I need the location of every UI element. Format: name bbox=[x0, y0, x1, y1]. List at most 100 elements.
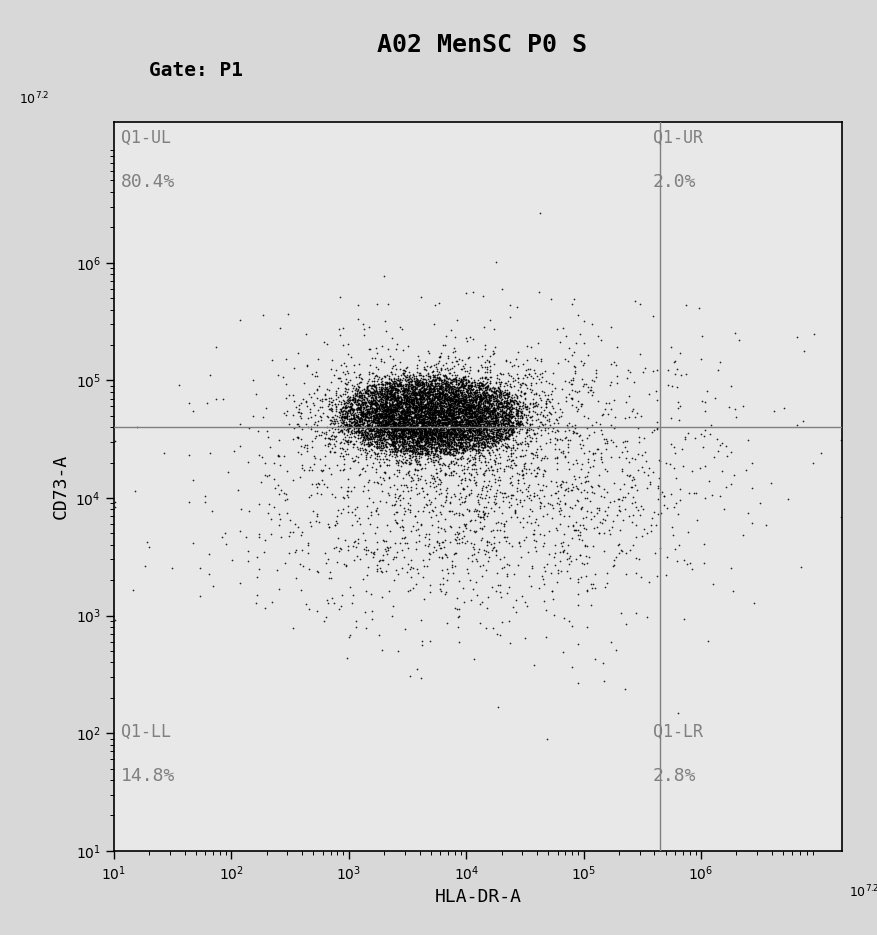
Point bbox=[396, 424, 410, 439]
Point bbox=[499, 394, 513, 409]
Point bbox=[464, 393, 478, 408]
Point bbox=[286, 432, 300, 447]
Point bbox=[421, 399, 435, 414]
Point bbox=[438, 446, 453, 461]
Point bbox=[427, 398, 441, 413]
Point bbox=[473, 392, 487, 407]
Point bbox=[447, 426, 461, 441]
Point bbox=[427, 417, 441, 432]
Point bbox=[496, 420, 510, 435]
Point bbox=[581, 473, 595, 488]
Point bbox=[389, 375, 403, 390]
Point bbox=[451, 417, 465, 432]
Point bbox=[396, 424, 410, 439]
Point bbox=[403, 406, 417, 421]
Point bbox=[436, 441, 450, 456]
Point bbox=[479, 402, 493, 417]
Point bbox=[341, 498, 355, 513]
Point bbox=[428, 434, 442, 449]
Point bbox=[407, 419, 421, 434]
Point bbox=[442, 404, 456, 419]
Point bbox=[487, 401, 501, 416]
Point bbox=[387, 442, 401, 457]
Point bbox=[472, 375, 486, 390]
Point bbox=[391, 407, 405, 422]
Point bbox=[515, 485, 529, 500]
Point bbox=[353, 402, 367, 417]
Point bbox=[358, 409, 372, 424]
Point bbox=[419, 526, 433, 541]
Point bbox=[463, 413, 477, 428]
Point bbox=[485, 467, 499, 482]
Point bbox=[390, 404, 404, 419]
Point bbox=[486, 427, 500, 442]
Point bbox=[354, 436, 368, 451]
Point bbox=[415, 446, 429, 461]
Point bbox=[653, 454, 667, 469]
Point bbox=[357, 415, 371, 430]
Point bbox=[455, 413, 469, 428]
Point bbox=[451, 435, 465, 450]
Point bbox=[370, 500, 384, 515]
Point bbox=[334, 414, 348, 429]
Point bbox=[296, 543, 310, 558]
Point bbox=[433, 346, 447, 361]
Point bbox=[538, 410, 552, 424]
Point bbox=[339, 404, 353, 419]
Point bbox=[215, 529, 229, 544]
Point bbox=[382, 407, 396, 422]
Point bbox=[456, 397, 470, 412]
Point bbox=[360, 437, 374, 452]
Point bbox=[629, 605, 643, 620]
Point bbox=[446, 393, 460, 408]
Point bbox=[346, 398, 360, 413]
Point bbox=[360, 428, 374, 443]
Point bbox=[479, 401, 493, 416]
Point bbox=[478, 411, 492, 426]
Point bbox=[389, 376, 403, 391]
Point bbox=[432, 397, 446, 412]
Point bbox=[469, 402, 483, 417]
Point bbox=[434, 410, 448, 424]
Point bbox=[384, 405, 398, 420]
Point bbox=[415, 399, 429, 414]
Point bbox=[388, 415, 402, 430]
Point bbox=[349, 449, 363, 464]
Point bbox=[416, 443, 430, 458]
Point bbox=[448, 385, 462, 400]
Point bbox=[494, 393, 508, 408]
Point bbox=[363, 378, 377, 393]
Point bbox=[288, 544, 302, 559]
Point bbox=[377, 386, 391, 401]
Point bbox=[495, 424, 509, 439]
Point bbox=[424, 398, 438, 413]
Point bbox=[360, 409, 374, 424]
Point bbox=[432, 388, 446, 403]
Point bbox=[759, 518, 774, 533]
Point bbox=[406, 448, 420, 463]
Point bbox=[365, 404, 379, 419]
Point bbox=[426, 389, 440, 404]
Point bbox=[380, 408, 394, 423]
Point bbox=[408, 377, 422, 392]
Point bbox=[477, 401, 491, 416]
Point bbox=[432, 381, 446, 396]
Point bbox=[461, 380, 475, 395]
Point bbox=[464, 391, 478, 406]
Point bbox=[567, 480, 581, 495]
Point bbox=[343, 393, 357, 408]
Point bbox=[358, 431, 372, 446]
Point bbox=[425, 386, 439, 401]
Point bbox=[456, 435, 470, 450]
Point bbox=[456, 425, 470, 440]
Point bbox=[478, 397, 492, 412]
Point bbox=[351, 536, 365, 551]
Point bbox=[507, 409, 521, 424]
Point bbox=[467, 424, 481, 439]
Point bbox=[384, 403, 398, 418]
Point bbox=[531, 396, 545, 411]
Point bbox=[518, 431, 532, 446]
Point bbox=[486, 541, 500, 556]
Point bbox=[433, 386, 447, 401]
Point bbox=[500, 400, 514, 415]
